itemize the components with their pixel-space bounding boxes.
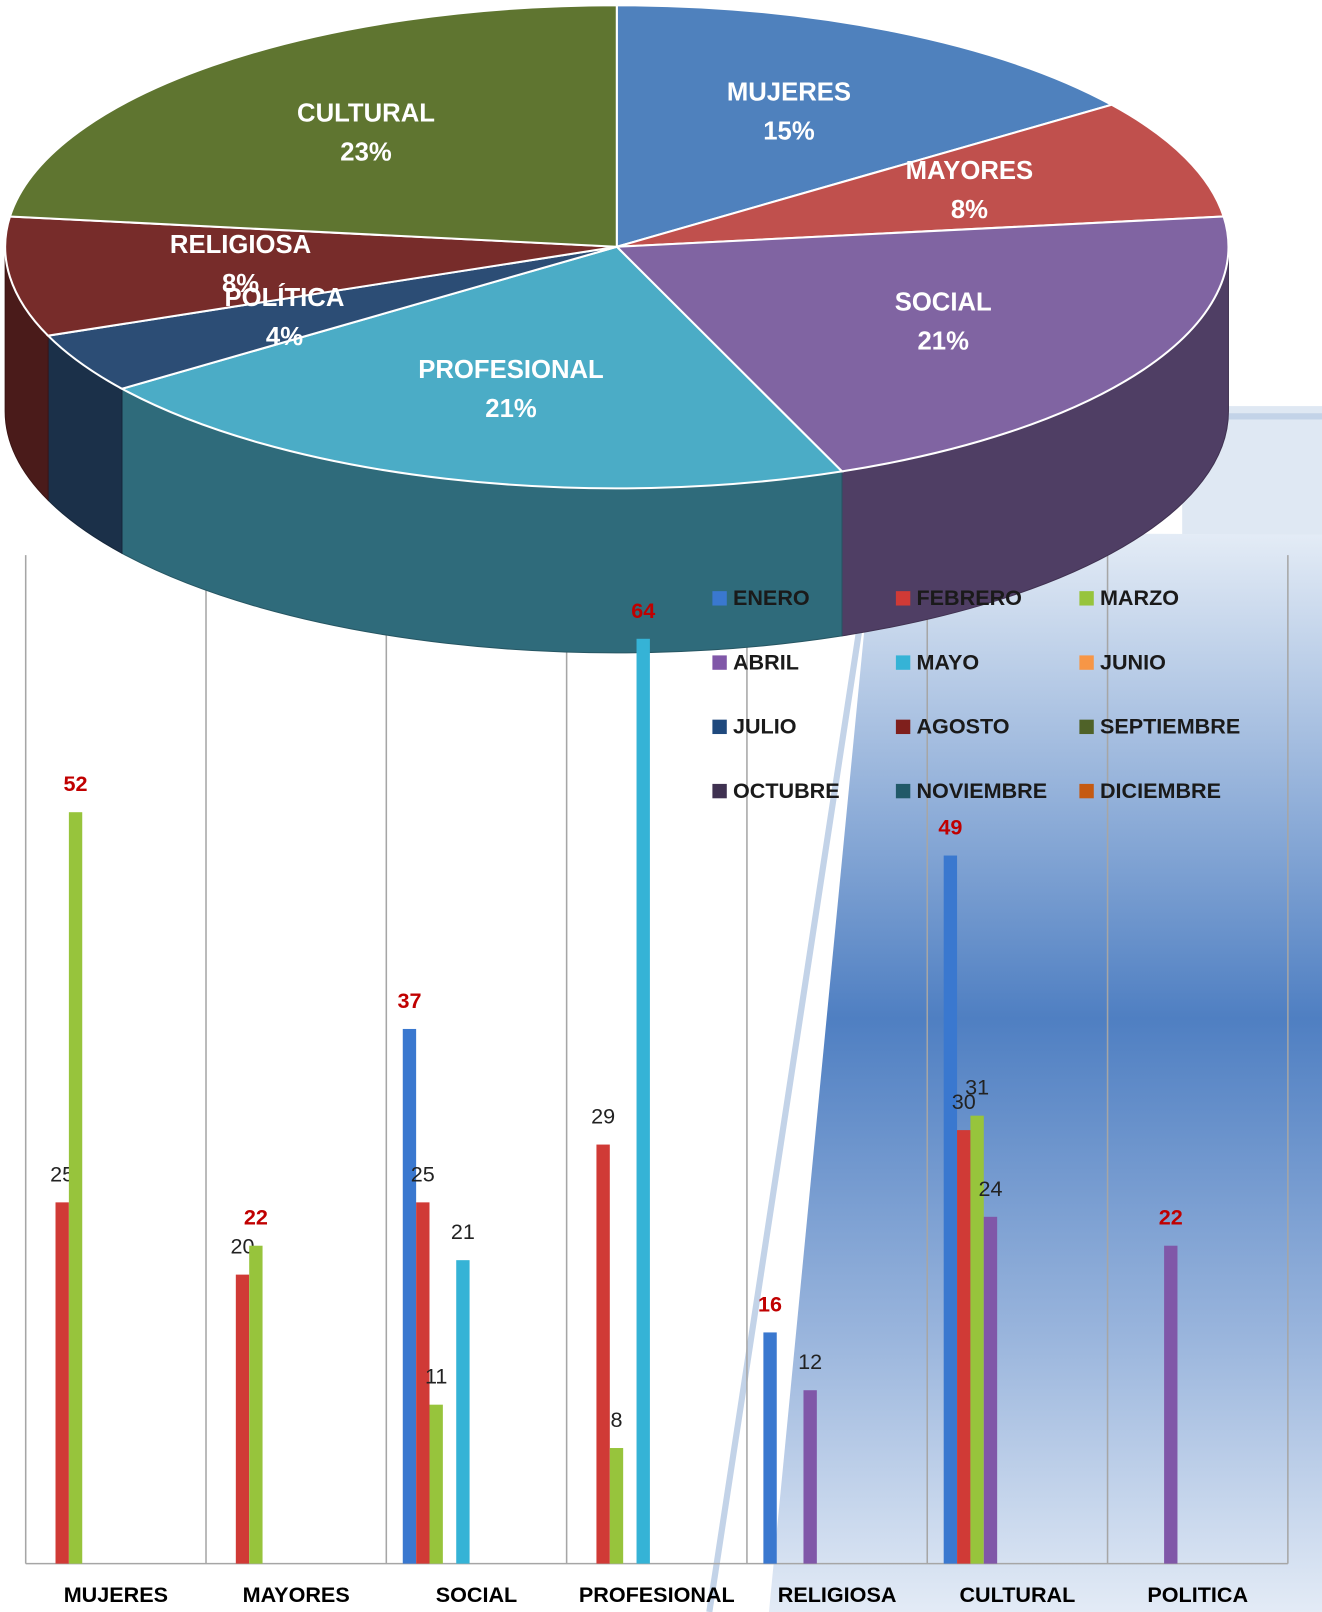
data-label: 37 — [397, 988, 421, 1013]
legend-label: ABRIL — [733, 649, 799, 674]
pie-value-label: 21% — [485, 395, 537, 423]
legend-label: NOVIEMBRE — [916, 778, 1047, 803]
pie-value-label: 15% — [763, 118, 815, 146]
pie-label: CULTURAL — [297, 100, 435, 128]
bar — [69, 812, 82, 1563]
legend-label: AGOSTO — [916, 714, 1009, 739]
x-tick-label: RELIGIOSA — [778, 1582, 897, 1607]
bar — [763, 1332, 776, 1563]
bar — [236, 1275, 249, 1564]
bar — [610, 1448, 623, 1564]
data-label: 31 — [965, 1075, 989, 1100]
x-tick-label: CULTURAL — [959, 1582, 1075, 1607]
legend-swatch — [712, 655, 726, 669]
bar — [944, 856, 957, 1564]
legend-label: DICIEMBRE — [1100, 778, 1221, 803]
legend-swatch — [712, 591, 726, 605]
data-label: 52 — [64, 771, 88, 796]
pie-label: MUJERES — [727, 79, 851, 107]
chart: MUJERES 15% MAYORES 8% SOCIAL 21% PROFESIONAL 2… — [0, 0, 1322, 1612]
x-tick-label: MUJERES — [64, 1582, 168, 1607]
pie-label: PROFESIONAL — [418, 356, 604, 384]
legend-label: MARZO — [1100, 585, 1179, 610]
legend-swatch — [1079, 784, 1093, 798]
x-tick-label: PROFESIONAL — [579, 1582, 735, 1607]
data-label: 22 — [1159, 1205, 1183, 1230]
legend-label: SEPTIEMBRE — [1100, 714, 1240, 739]
legend-swatch — [712, 784, 726, 798]
pie-label: RELIGIOSA — [170, 231, 311, 259]
bar — [403, 1029, 416, 1564]
bar — [803, 1390, 816, 1563]
legend-label: MAYO — [916, 649, 979, 674]
data-label: 16 — [758, 1291, 782, 1316]
data-label: 22 — [244, 1205, 268, 1230]
data-label: 49 — [938, 815, 962, 840]
x-tick-label: MAYORES — [243, 1582, 350, 1607]
data-label: 25 — [411, 1161, 435, 1186]
bar — [637, 639, 650, 1564]
data-label: 24 — [978, 1176, 1002, 1201]
bar — [429, 1405, 442, 1564]
legend-swatch — [896, 784, 910, 798]
data-label: 8 — [610, 1407, 622, 1432]
legend-swatch — [1079, 655, 1093, 669]
x-tick-label: SOCIAL — [436, 1582, 518, 1607]
legend-label: ENERO — [733, 585, 810, 610]
data-label: 21 — [451, 1219, 475, 1244]
legend-swatch — [712, 720, 726, 734]
legend-label: JULIO — [733, 714, 797, 739]
page: MUJERES 15% MAYORES 8% SOCIAL 21% PROFESIONAL 2… — [0, 0, 1322, 1612]
bar — [249, 1246, 262, 1564]
legend-swatch — [896, 720, 910, 734]
bar — [984, 1217, 997, 1564]
pie-value-label: 8% — [222, 270, 259, 298]
pie-label: SOCIAL — [895, 288, 992, 316]
legend-swatch — [1079, 720, 1093, 734]
bar — [1164, 1246, 1177, 1564]
data-label: 11 — [425, 1364, 447, 1389]
legend-label: FEBRERO — [916, 585, 1021, 610]
legend-label: JUNIO — [1100, 649, 1166, 674]
data-label: 64 — [631, 598, 655, 623]
data-label: 29 — [591, 1104, 615, 1129]
bar — [56, 1202, 69, 1563]
data-label: 12 — [798, 1349, 822, 1374]
pie-value-label: 4% — [266, 323, 303, 351]
pie-label: MAYORES — [906, 157, 1034, 185]
pie-value-label: 23% — [340, 139, 392, 167]
bar — [957, 1130, 970, 1564]
x-tick-label: POLITICA — [1147, 1582, 1248, 1607]
pie-value-label: 21% — [918, 327, 970, 355]
legend-swatch — [896, 655, 910, 669]
pie-value-label: 8% — [951, 196, 988, 224]
legend-swatch — [1079, 591, 1093, 605]
bar — [596, 1145, 609, 1564]
legend-label: OCTUBRE — [733, 778, 840, 803]
bar — [456, 1260, 469, 1563]
legend-swatch — [896, 591, 910, 605]
